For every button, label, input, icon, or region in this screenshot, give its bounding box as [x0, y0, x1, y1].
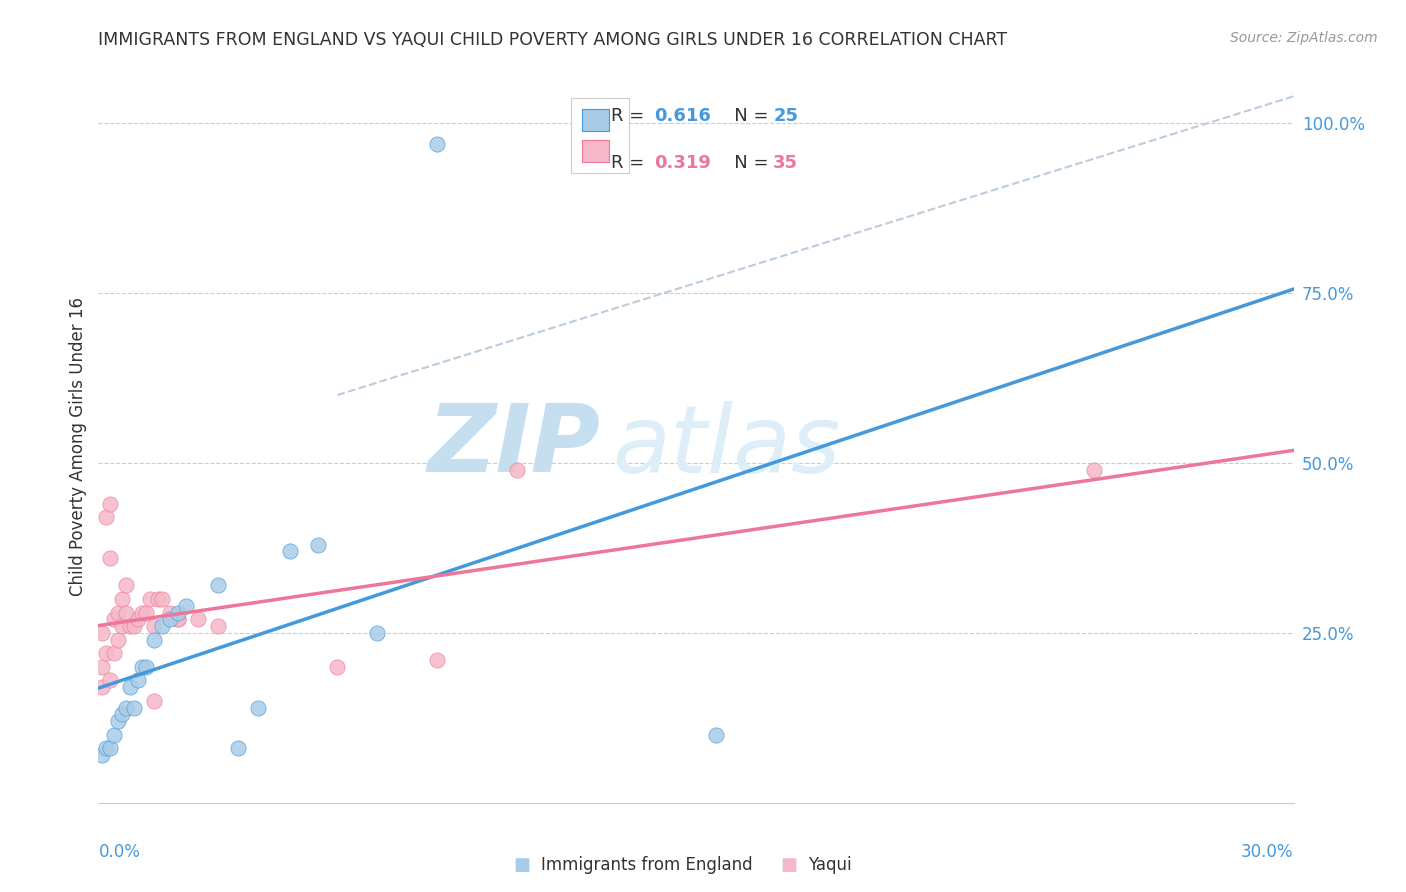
- Point: [426, 653, 449, 667]
- Point: [167, 612, 190, 626]
- Point: [91, 748, 114, 763]
- Point: [98, 497, 122, 511]
- Text: ■: ■: [513, 856, 530, 874]
- Point: [120, 680, 142, 694]
- Point: [91, 660, 114, 674]
- Point: [326, 660, 349, 674]
- Point: [167, 606, 190, 620]
- Point: [704, 728, 727, 742]
- Point: [207, 578, 229, 592]
- Text: R =: R =: [612, 107, 651, 125]
- Point: [174, 599, 197, 613]
- Point: [207, 619, 229, 633]
- Point: [103, 728, 125, 742]
- Point: [127, 612, 149, 626]
- Point: [150, 619, 173, 633]
- Point: [91, 626, 114, 640]
- Text: 0.616: 0.616: [654, 107, 710, 125]
- Point: [159, 612, 181, 626]
- Text: atlas: atlas: [612, 401, 841, 491]
- Point: [366, 626, 388, 640]
- Point: [120, 619, 142, 633]
- Text: N =: N =: [717, 154, 775, 172]
- Point: [131, 606, 153, 620]
- Point: [139, 591, 162, 606]
- Point: [167, 612, 190, 626]
- Text: 0.0%: 0.0%: [98, 843, 141, 861]
- Point: [96, 741, 118, 756]
- Point: [107, 714, 129, 729]
- Point: [143, 632, 166, 647]
- Point: [226, 741, 249, 756]
- Point: [150, 591, 173, 606]
- Point: [107, 632, 129, 647]
- Point: [115, 606, 138, 620]
- Point: [103, 646, 125, 660]
- Text: 30.0%: 30.0%: [1241, 843, 1294, 861]
- Point: [96, 510, 118, 524]
- Point: [143, 619, 166, 633]
- Point: [96, 646, 118, 660]
- Point: [187, 612, 209, 626]
- Text: Immigrants from England: Immigrants from England: [541, 856, 754, 874]
- Point: [111, 619, 134, 633]
- Text: ZIP: ZIP: [427, 400, 600, 492]
- Point: [135, 606, 157, 620]
- Point: [124, 700, 146, 714]
- Text: ■: ■: [780, 856, 797, 874]
- Point: [115, 700, 138, 714]
- Text: Yaqui: Yaqui: [808, 856, 852, 874]
- Text: N =: N =: [717, 107, 775, 125]
- Text: 0.319: 0.319: [654, 154, 710, 172]
- Text: R =: R =: [612, 154, 651, 172]
- Point: [115, 578, 138, 592]
- Point: [131, 660, 153, 674]
- Point: [98, 741, 122, 756]
- Point: [111, 707, 134, 722]
- Text: Source: ZipAtlas.com: Source: ZipAtlas.com: [1230, 31, 1378, 45]
- Text: 35: 35: [773, 154, 799, 172]
- Point: [124, 619, 146, 633]
- Point: [98, 673, 122, 688]
- Legend: , : ,: [571, 98, 630, 173]
- Point: [1083, 463, 1105, 477]
- Point: [246, 700, 269, 714]
- Point: [426, 136, 449, 151]
- Point: [111, 591, 134, 606]
- Point: [148, 591, 170, 606]
- Y-axis label: Child Poverty Among Girls Under 16: Child Poverty Among Girls Under 16: [69, 296, 87, 596]
- Point: [307, 537, 329, 551]
- Point: [143, 694, 166, 708]
- Point: [278, 544, 301, 558]
- Point: [107, 606, 129, 620]
- Point: [91, 680, 114, 694]
- Point: [506, 463, 529, 477]
- Point: [159, 606, 181, 620]
- Point: [103, 612, 125, 626]
- Text: IMMIGRANTS FROM ENGLAND VS YAQUI CHILD POVERTY AMONG GIRLS UNDER 16 CORRELATION : IMMIGRANTS FROM ENGLAND VS YAQUI CHILD P…: [98, 31, 1008, 49]
- Point: [135, 660, 157, 674]
- Text: 25: 25: [773, 107, 799, 125]
- Point: [98, 551, 122, 566]
- Point: [127, 673, 149, 688]
